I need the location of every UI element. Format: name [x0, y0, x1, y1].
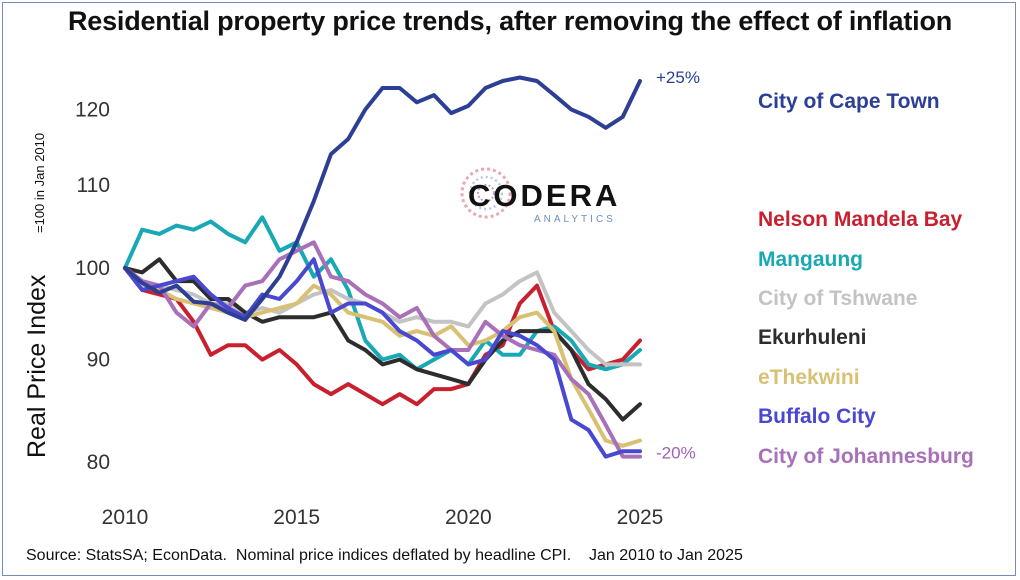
y-tick-label: 100 [75, 257, 110, 280]
legend-item: City of Cape Town [758, 90, 940, 113]
legend: City of Cape Town Nelson Mandela Bay Manga… [758, 90, 974, 468]
legend-item: City of Johannesburg [758, 445, 974, 468]
x-tick-label: 2025 [617, 506, 664, 529]
y-tick-label: 110 [77, 174, 110, 197]
y-tick-label: 80 [87, 451, 110, 474]
x-axis: 2010 2015 2020 2025 [102, 506, 664, 529]
codera-logo: CODERA ANALYTICS [460, 167, 620, 225]
legend-item: Nelson Mandela Bay [758, 208, 963, 231]
logo-mark-icon [460, 167, 512, 219]
x-tick-label: 2010 [102, 506, 149, 529]
logo-name: CODERA [468, 178, 620, 213]
y-tick-label: 90 [87, 349, 110, 372]
y-axis-label: Real Price Index [23, 274, 51, 458]
y-axis-sublabel: =100 in Jan 2010 [32, 133, 47, 233]
legend-item: Buffalo City [758, 405, 876, 428]
y-tick-label: 120 [75, 98, 110, 121]
end-annotation: -20% [656, 444, 696, 463]
series-line-buffalo-city [123, 257, 642, 459]
logo-subtitle: ANALYTICS [534, 214, 616, 225]
legend-item: eThekwini [758, 366, 860, 389]
x-tick-label: 2015 [273, 506, 320, 529]
series-line-city-of-cape-town [123, 75, 642, 322]
series-line-ethekwini [123, 266, 642, 448]
chart-title: Residential property price trends, after… [67, 6, 953, 36]
source-note: Source: StatsSA; EconData. Nominal price… [26, 547, 743, 564]
end-annotation: +25% [656, 68, 700, 87]
x-tick-label: 2020 [445, 506, 492, 529]
legend-item: Ekurhuleni [758, 326, 867, 349]
legend-item: City of Tshwane [758, 287, 917, 310]
plot-area [123, 75, 642, 459]
y-axis-title: Real Price Index =100 in Jan 2010 [23, 133, 51, 458]
legend-item: Mangaung [758, 248, 863, 271]
series-line-mangaung [123, 215, 642, 372]
y-axis: 80 90 100 110 120 [75, 98, 110, 474]
annotations: +25% -20% [656, 68, 700, 463]
